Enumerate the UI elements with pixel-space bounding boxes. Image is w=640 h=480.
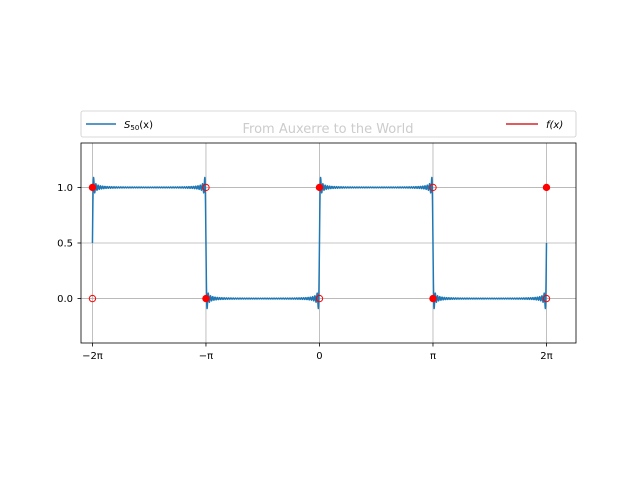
watermark-text: From Auxerre to the World (243, 122, 414, 137)
endpoint-filled (315, 183, 324, 192)
endpoint-open (88, 294, 97, 303)
endpoint-open (315, 294, 324, 303)
endpoint-filled (542, 183, 551, 192)
endpoint-open (202, 183, 210, 192)
legend-box (80, 110, 577, 138)
x-tick-label: 2π (540, 351, 552, 362)
x-tick-label: π (430, 351, 436, 362)
legend-label-s50: S50(x) (124, 120, 153, 132)
endpoint-open (542, 294, 551, 303)
ticks: −2π −π 0 π 2π 0.0 0.5 1.0 (57, 183, 553, 362)
x-tick-label: −2π (82, 351, 103, 362)
series-line-s50 (91, 176, 548, 310)
endpoint-open (429, 183, 437, 192)
endpoint-filled (88, 183, 97, 192)
endpoint-filled (202, 294, 210, 303)
x-tick-label: −π (199, 351, 213, 362)
legend-label-f: f(x) (546, 120, 563, 131)
endpoint-filled (429, 294, 437, 303)
y-tick-label: 1.0 (57, 183, 73, 194)
y-tick-label: 0.0 (57, 294, 73, 305)
x-tick-label: 0 (316, 351, 322, 362)
plot-area (88, 176, 551, 310)
y-tick-label: 0.5 (57, 239, 73, 250)
legend: S50(x) From Auxerre to the World f(x) (80, 110, 577, 138)
